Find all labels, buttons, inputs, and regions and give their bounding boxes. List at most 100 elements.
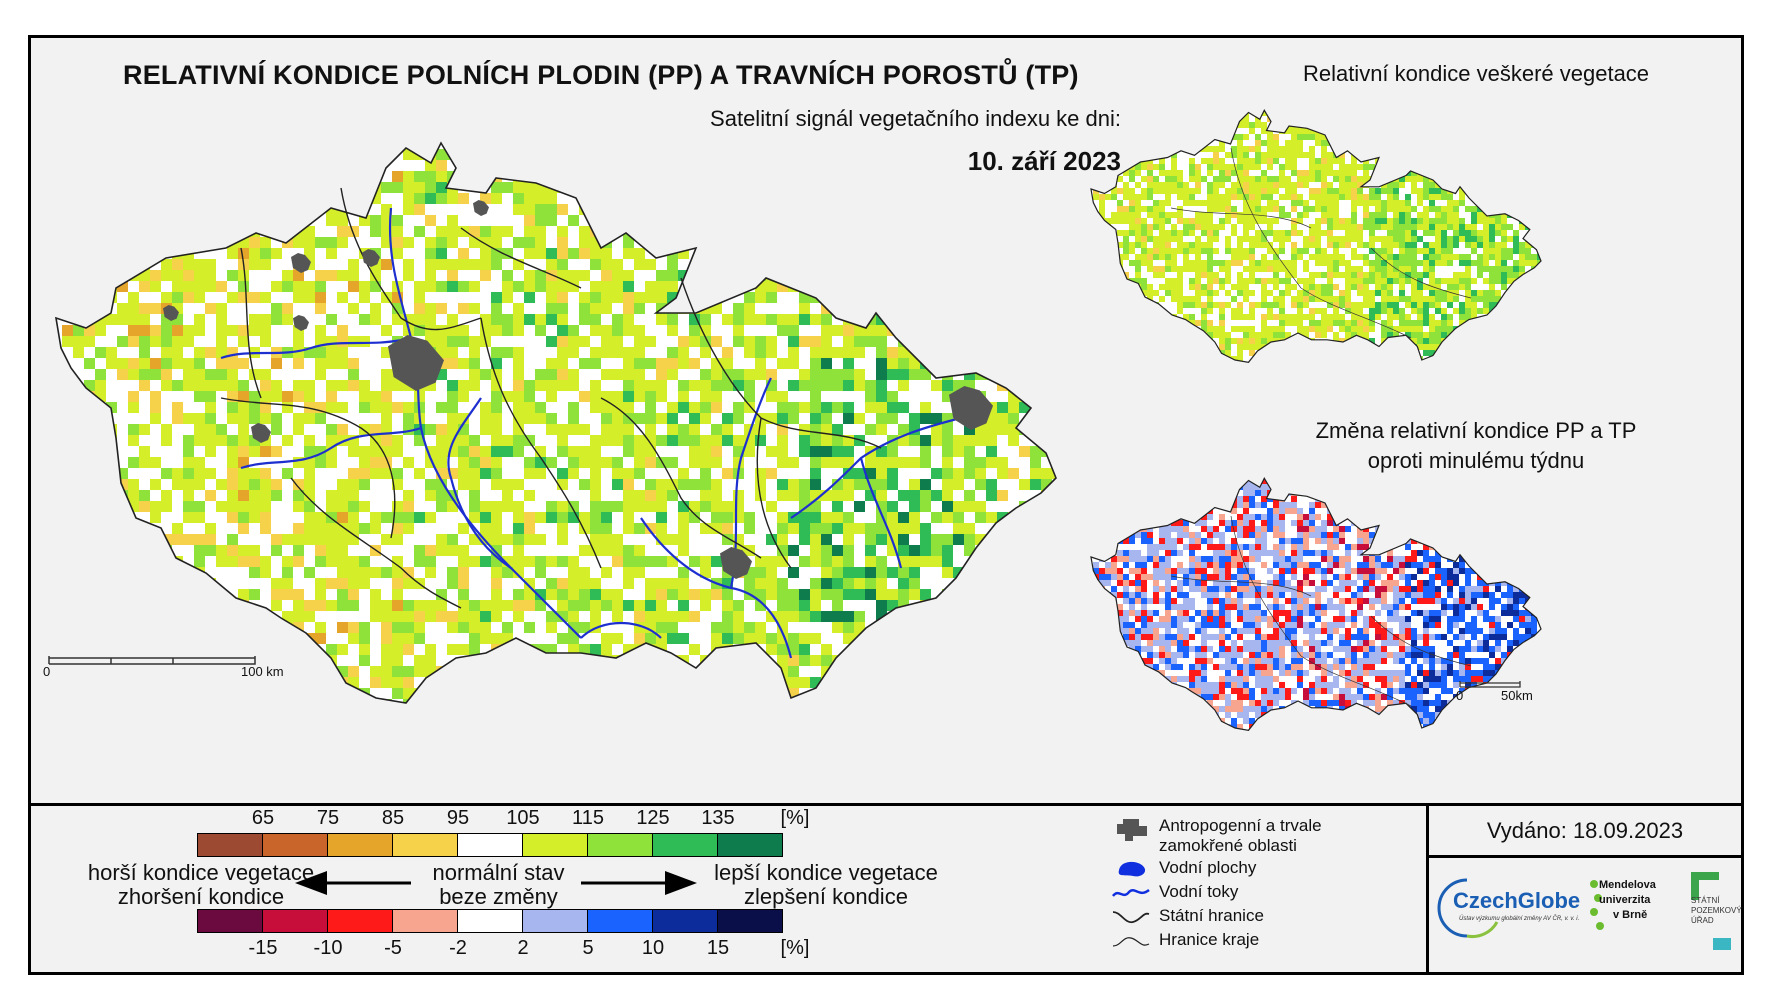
spu-line1: STÁTNÍ <box>1691 896 1720 905</box>
water-body-icon <box>1111 858 1151 880</box>
spu-logo-icon <box>1691 872 1719 900</box>
no-change-text: beze změny <box>439 884 558 909</box>
state-border-icon <box>1111 906 1151 928</box>
map-legend-item: Hranice kraje <box>1111 930 1259 952</box>
mendel-line1: Mendelova <box>1599 879 1656 891</box>
partner-logos: CzechGlobe Ústav výzkumu globální změny … <box>1429 858 1742 968</box>
colorbar-tick-label: -10 <box>313 937 343 959</box>
czechglobe-name: CzechGlobe <box>1453 888 1581 913</box>
colorbar-tick-label: 10 <box>641 937 665 959</box>
colorbar-swatch <box>262 909 328 933</box>
colorbar-tick-label: -5 <box>384 937 402 959</box>
colorbar-tick-label: 95 <box>446 807 470 829</box>
worse-change-text: zhoršení kondice <box>117 884 285 909</box>
normal-label: normální stav beze změny <box>416 861 581 909</box>
colorbar-tick-label: 115 <box>572 807 604 829</box>
small-scale-zero: 0 <box>1456 688 1464 703</box>
figure-subtitle: Satelitní signál vegetačního indexu ke d… <box>710 106 1121 131</box>
better-change-text: zlepšení kondice <box>744 884 908 909</box>
change-colorbar <box>197 909 783 933</box>
colorbar-swatch <box>197 909 263 933</box>
figure-title: RELATIVNÍ KONDICE POLNÍCH PLODIN (PP) A … <box>123 60 1079 90</box>
colorbar-swatch <box>522 833 588 857</box>
left-arrow-icon <box>295 871 411 895</box>
issued-date: Vydáno: 18.09.2023 <box>1429 806 1741 858</box>
side-map-2-title-line1: Změna relativní kondice PP a TP <box>1315 418 1637 443</box>
mendel-line3: v Brně <box>1613 909 1648 921</box>
spu-line2: POZEMKOVÝ <box>1691 906 1742 915</box>
mendel-logo-icon <box>1590 880 1604 930</box>
map-legend-label: Antropogenní a trvale zamokřené oblasti <box>1159 816 1322 855</box>
map-legend-label: Hranice kraje <box>1159 930 1260 949</box>
colorbar-swatch <box>327 833 393 857</box>
colorbar-swatch <box>197 833 263 857</box>
all-vegetation-map <box>1090 109 1542 363</box>
maps-panel: RELATIVNÍ KONDICE POLNÍCH PLODIN (PP) A … <box>31 38 1741 803</box>
right-arrow-icon <box>581 871 697 895</box>
colorbar-swatch <box>717 833 783 857</box>
better-label: lepší kondice vegetace zlepšení kondice <box>691 861 961 909</box>
colorbar-tick-label: 65 <box>251 807 275 829</box>
map-legend-item: Vodní plochy <box>1111 858 1256 880</box>
region-border-icon <box>1111 930 1151 952</box>
side-map-2-title: Změna relativní kondice PP a TP oproti m… <box>1241 416 1711 476</box>
colorbar-tick-label: 75 <box>316 807 340 829</box>
colorbar-swatch <box>327 909 393 933</box>
spu-line3: ÚŘAD <box>1691 916 1714 925</box>
main-condition-map <box>55 142 1057 704</box>
map-legend-item: Antropogenní a trvale zamokřené oblasti <box>1111 816 1339 856</box>
mendel-name: Mendelova univerzita v Brně <box>1599 878 1656 923</box>
figure-frame: RELATIVNÍ KONDICE POLNÍCH PLODIN (PP) A … <box>28 35 1744 975</box>
colorbar-tick-label: 105 <box>506 807 540 829</box>
colorbar-swatch <box>587 909 653 933</box>
side-map-2-title-line2: oproti minulému týdnu <box>1367 448 1585 473</box>
colorbar-tick-label: 2 <box>517 937 529 959</box>
colorbar-swatch <box>652 909 718 933</box>
small-scale-bar <box>1459 681 1521 688</box>
worse-condition-text: horší kondice vegetace <box>87 860 315 885</box>
colorbar-tick-label: -2 <box>449 937 467 959</box>
colorbar-swatch <box>587 833 653 857</box>
mendel-line2: univerzita <box>1599 894 1651 906</box>
main-scale-zero: 0 <box>43 664 51 679</box>
main-scale-bar <box>48 656 256 665</box>
colorbar-swatch <box>652 833 718 857</box>
czechglobe-logo-icon <box>1437 878 1499 938</box>
spu-accent-icon <box>1713 938 1731 950</box>
colorbar-tick-label: -15 <box>248 937 278 959</box>
map-legend-label: Státní hranice <box>1159 906 1264 925</box>
river-icon <box>1111 882 1151 904</box>
map-legend-item: Státní hranice <box>1111 906 1264 928</box>
map-legend-label: Vodní plochy <box>1159 858 1257 877</box>
legend-divider <box>1426 806 1429 972</box>
spu-name: STÁTNÍ POZEMKOVÝ ÚŘAD <box>1691 896 1742 926</box>
side-map-1-title: Relativní kondice veškeré vegetace <box>1302 61 1650 86</box>
legend-panel: 65 75 85 95 105 115 125 135 [%] horší kondice ve… <box>31 803 1742 972</box>
small-scale-end: 50km <box>1501 688 1533 703</box>
colorbar-swatch <box>392 833 458 857</box>
colorbar-tick-label: 15 <box>706 937 730 959</box>
colorbar-tick-label: 135 <box>701 807 735 829</box>
colorbar-swatch <box>522 909 588 933</box>
urban-areas <box>163 200 993 579</box>
colorbar-swatch <box>457 909 523 933</box>
colorbar-tick-label: [%] <box>780 937 810 959</box>
region-borders <box>220 187 882 609</box>
colorbar-tick-label: [%] <box>780 807 810 829</box>
colorbar-tick-label: 5 <box>582 937 594 959</box>
map-legend-label: Vodní toky <box>1159 882 1239 901</box>
colorbar-tick-label: 85 <box>381 807 405 829</box>
colorbar-swatch <box>262 833 328 857</box>
colorbar-swatch <box>717 909 783 933</box>
better-condition-text: lepší kondice vegetace <box>714 860 938 885</box>
czechglobe-subtitle: Ústav výzkumu globální změny AV ČR, v. v… <box>1459 916 1580 922</box>
map-legend-item: Vodní toky <box>1111 882 1238 904</box>
condition-colorbar <box>197 833 783 857</box>
figure-date: 10. září 2023 <box>967 146 1121 176</box>
colorbar-swatch <box>457 833 523 857</box>
main-scale-end: 100 km <box>241 664 284 679</box>
colorbar-tick-label: 125 <box>636 807 670 829</box>
worse-label: horší kondice vegetace zhoršení kondice <box>51 861 351 909</box>
colorbar-swatch <box>392 909 458 933</box>
weekly-change-map <box>1090 477 1542 731</box>
